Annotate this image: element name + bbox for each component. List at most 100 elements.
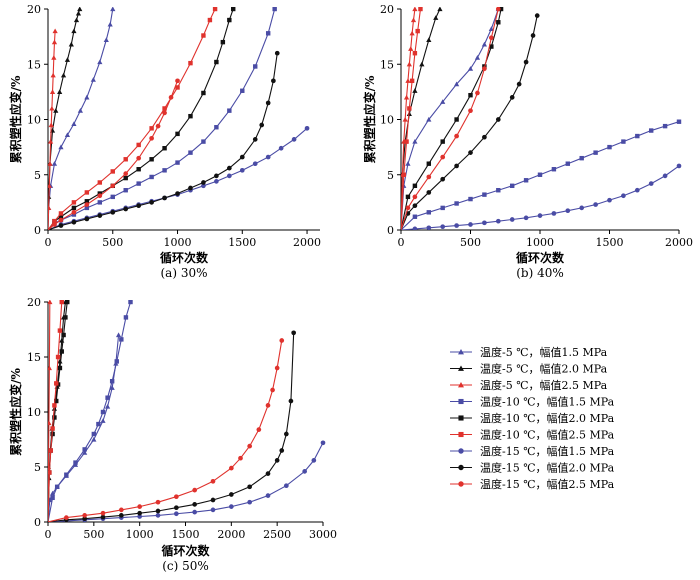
- series-8-point: [426, 174, 432, 180]
- series-0-point: [58, 144, 64, 150]
- series-7-point: [175, 191, 180, 196]
- series-8-point: [100, 510, 106, 516]
- series-8-point: [136, 155, 142, 161]
- series-6-point: [283, 483, 289, 489]
- series-7-point: [534, 13, 540, 18]
- x-tick-label: 1000: [164, 236, 192, 249]
- series-8-point: [210, 478, 216, 484]
- series-line-2: [48, 31, 56, 230]
- series-6-point: [482, 220, 487, 226]
- series-3-point: [412, 214, 418, 219]
- series-4-point: [57, 365, 63, 371]
- series-5-point: [188, 60, 193, 66]
- series-6-point: [648, 181, 654, 186]
- legend-label: 温度-15 ℃，幅值1.5 MPa: [480, 444, 615, 458]
- x-axis-label: 循环次数: [160, 250, 209, 265]
- series-3-point: [175, 160, 180, 165]
- series-6-point: [621, 193, 626, 199]
- series-6-point: [137, 514, 143, 519]
- series-0-point: [91, 436, 97, 442]
- series-0-point: [488, 26, 494, 31]
- series-4-point: [440, 139, 445, 144]
- legend-item: 温度-5 ℃，幅值2.5 MPa: [450, 378, 608, 392]
- series-5-point: [48, 448, 53, 453]
- series-3-point: [648, 128, 654, 133]
- y-tick-label: 20: [27, 296, 41, 309]
- series-1-point: [73, 17, 80, 23]
- series-8-point: [192, 487, 198, 493]
- legend-marker: [458, 448, 464, 454]
- series-7-point: [110, 209, 116, 215]
- series-8-point: [155, 499, 161, 505]
- series-3-point: [227, 108, 232, 113]
- series-2-point: [52, 28, 58, 34]
- series-5-point: [212, 7, 218, 12]
- series-8-point: [137, 504, 143, 509]
- series-3-point: [593, 150, 598, 155]
- series-1-point: [57, 89, 63, 94]
- series-3-point: [482, 192, 487, 197]
- series-2-point: [405, 78, 411, 83]
- series-8-point: [247, 443, 253, 449]
- series-7-point: [468, 150, 473, 155]
- series-1-point: [433, 15, 439, 20]
- series-3-point: [84, 205, 90, 211]
- series-5-point: [84, 190, 90, 195]
- legend-label: 温度-15 ℃，幅值2.5 MPa: [480, 477, 615, 491]
- series-4-point: [454, 117, 459, 122]
- series-8-point: [270, 387, 275, 393]
- series-3-point: [119, 337, 124, 342]
- x-tick-label: 2000: [293, 236, 321, 249]
- series-4-point: [498, 7, 504, 12]
- series-7-point: [100, 514, 106, 520]
- series-6-point: [320, 440, 326, 446]
- series-5-point: [409, 78, 415, 84]
- series-7-point: [123, 206, 129, 212]
- series-6-point: [173, 511, 179, 517]
- series-6-point: [210, 507, 216, 513]
- series-7-point: [274, 50, 280, 56]
- series-2-point: [49, 105, 55, 111]
- y-tick-label: 20: [380, 3, 394, 16]
- series-line-8: [48, 340, 283, 522]
- series-1-point: [412, 88, 418, 93]
- legend-item: 温度-5 ℃，幅值1.5 MPa: [450, 345, 608, 359]
- y-tick-label: 5: [34, 461, 41, 474]
- series-5-point: [54, 381, 59, 386]
- series-8-point: [405, 205, 411, 211]
- series-7-point: [239, 154, 245, 160]
- series-2-point: [409, 30, 415, 36]
- series-6-point: [593, 202, 598, 207]
- series-4-point: [227, 17, 232, 23]
- series-6-point: [537, 213, 543, 218]
- series-3-point: [240, 88, 245, 93]
- legend-marker: [458, 431, 464, 438]
- series-5-point: [52, 218, 57, 224]
- series-0-point: [107, 21, 113, 27]
- series-6-point: [192, 509, 198, 515]
- series-4-point: [61, 332, 66, 338]
- series-7-point: [226, 165, 232, 171]
- series-3-point: [662, 123, 668, 129]
- series-4-point: [65, 300, 70, 305]
- series-7-point: [82, 516, 88, 522]
- series-2-point: [48, 205, 52, 210]
- panel-caption: (b) 40%: [516, 266, 564, 280]
- series-0-point: [474, 55, 481, 60]
- legend-item: 温度-10 ℃，幅值2.0 MPa: [450, 411, 615, 425]
- series-5-point: [97, 180, 103, 185]
- series-5-point: [50, 426, 55, 431]
- series-8-point: [489, 35, 494, 41]
- series-4-point: [214, 59, 219, 65]
- legend: 温度-5 ℃，幅值1.5 MPa 温度-5 ℃，幅值2.0 MPa 温度-5 ℃，幅…: [450, 345, 615, 491]
- series-8-point: [63, 515, 69, 520]
- series-7-point: [509, 95, 515, 100]
- series-4-point: [220, 39, 226, 45]
- series-5-point: [415, 28, 420, 34]
- series-8-point: [84, 202, 90, 207]
- series-5-point: [59, 300, 64, 305]
- series-7-point: [201, 180, 206, 185]
- series-3-point: [426, 210, 432, 215]
- series-0-point: [100, 418, 106, 423]
- series-7-point: [279, 448, 285, 453]
